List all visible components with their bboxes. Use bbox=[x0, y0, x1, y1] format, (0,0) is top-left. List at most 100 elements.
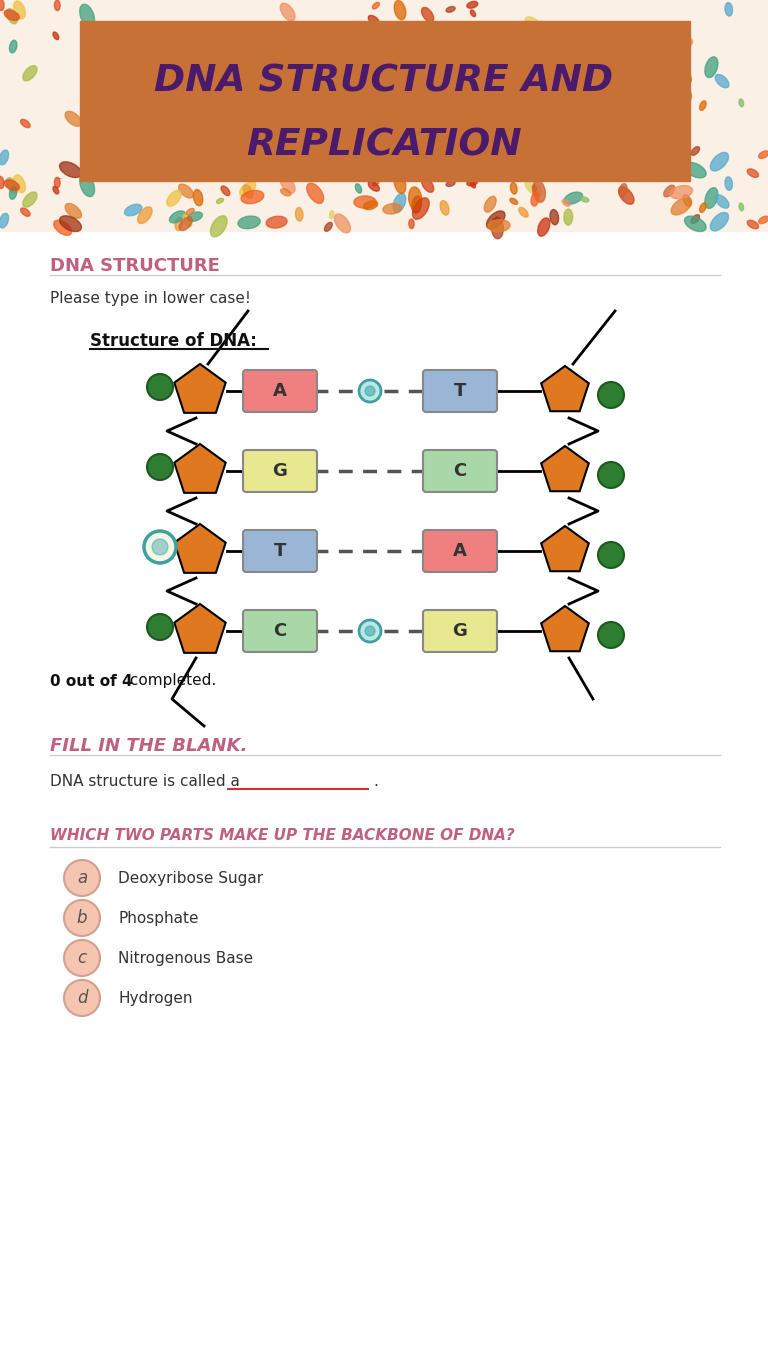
Ellipse shape bbox=[533, 180, 545, 202]
Ellipse shape bbox=[9, 187, 17, 199]
Polygon shape bbox=[541, 447, 589, 492]
Bar bbox=[80, 20, 690, 182]
Ellipse shape bbox=[324, 178, 333, 187]
Ellipse shape bbox=[467, 179, 478, 186]
Ellipse shape bbox=[280, 3, 295, 20]
Ellipse shape bbox=[531, 64, 539, 78]
Ellipse shape bbox=[53, 186, 59, 194]
Ellipse shape bbox=[486, 210, 505, 228]
Ellipse shape bbox=[4, 10, 19, 20]
Ellipse shape bbox=[488, 220, 510, 232]
Ellipse shape bbox=[210, 216, 227, 236]
Text: Nitrogenous Base: Nitrogenous Base bbox=[118, 951, 253, 966]
Bar bbox=[0, 0, 768, 190]
Ellipse shape bbox=[671, 198, 692, 214]
FancyBboxPatch shape bbox=[243, 530, 317, 572]
Ellipse shape bbox=[65, 111, 81, 126]
Ellipse shape bbox=[80, 173, 94, 197]
Ellipse shape bbox=[485, 83, 496, 100]
Polygon shape bbox=[174, 363, 226, 413]
Ellipse shape bbox=[306, 183, 323, 204]
Ellipse shape bbox=[167, 60, 181, 76]
FancyBboxPatch shape bbox=[423, 611, 497, 652]
Polygon shape bbox=[174, 444, 226, 493]
Bar bbox=[0, 179, 768, 231]
Ellipse shape bbox=[383, 105, 402, 116]
Ellipse shape bbox=[550, 209, 558, 225]
FancyBboxPatch shape bbox=[423, 530, 497, 572]
Ellipse shape bbox=[700, 204, 706, 213]
Ellipse shape bbox=[217, 75, 223, 81]
Ellipse shape bbox=[241, 56, 263, 70]
Ellipse shape bbox=[241, 190, 263, 204]
Ellipse shape bbox=[691, 146, 700, 156]
Ellipse shape bbox=[368, 182, 379, 191]
Text: G: G bbox=[273, 462, 287, 479]
Ellipse shape bbox=[759, 216, 768, 224]
Ellipse shape bbox=[710, 213, 729, 231]
Ellipse shape bbox=[60, 161, 81, 178]
Ellipse shape bbox=[280, 175, 295, 193]
Ellipse shape bbox=[705, 57, 718, 78]
Ellipse shape bbox=[485, 197, 496, 212]
Ellipse shape bbox=[356, 184, 362, 193]
Text: Please type in lower case!: Please type in lower case! bbox=[50, 291, 251, 306]
Text: Hydrogen: Hydrogen bbox=[118, 990, 193, 1005]
Ellipse shape bbox=[393, 193, 406, 213]
Ellipse shape bbox=[618, 48, 634, 66]
Ellipse shape bbox=[684, 216, 706, 231]
Text: b: b bbox=[77, 908, 88, 928]
FancyBboxPatch shape bbox=[423, 370, 497, 413]
Ellipse shape bbox=[0, 0, 4, 11]
Polygon shape bbox=[174, 604, 226, 653]
Text: A: A bbox=[453, 542, 467, 560]
Ellipse shape bbox=[238, 216, 260, 228]
Ellipse shape bbox=[6, 178, 18, 193]
Ellipse shape bbox=[564, 61, 582, 74]
Ellipse shape bbox=[525, 179, 542, 195]
Ellipse shape bbox=[240, 23, 256, 38]
Text: Phosphate: Phosphate bbox=[118, 911, 198, 926]
Polygon shape bbox=[174, 525, 226, 572]
Ellipse shape bbox=[564, 193, 582, 204]
Ellipse shape bbox=[422, 178, 434, 193]
Ellipse shape bbox=[710, 153, 729, 171]
Ellipse shape bbox=[550, 137, 558, 152]
Ellipse shape bbox=[363, 92, 378, 101]
Ellipse shape bbox=[562, 199, 570, 206]
Circle shape bbox=[152, 540, 168, 555]
Ellipse shape bbox=[683, 194, 691, 206]
Ellipse shape bbox=[4, 180, 19, 190]
Circle shape bbox=[147, 374, 173, 400]
Ellipse shape bbox=[412, 198, 429, 220]
Ellipse shape bbox=[194, 190, 203, 206]
Ellipse shape bbox=[409, 187, 422, 210]
Ellipse shape bbox=[243, 34, 253, 48]
Ellipse shape bbox=[354, 195, 376, 208]
Ellipse shape bbox=[0, 213, 8, 228]
Ellipse shape bbox=[440, 100, 449, 113]
Circle shape bbox=[598, 542, 624, 568]
Ellipse shape bbox=[470, 182, 475, 189]
Ellipse shape bbox=[705, 187, 718, 209]
Ellipse shape bbox=[531, 193, 539, 206]
Circle shape bbox=[598, 382, 624, 408]
Ellipse shape bbox=[175, 217, 183, 231]
Ellipse shape bbox=[60, 216, 81, 232]
Ellipse shape bbox=[0, 176, 4, 189]
Text: A: A bbox=[273, 382, 287, 400]
Ellipse shape bbox=[23, 193, 37, 208]
Ellipse shape bbox=[564, 135, 573, 152]
Ellipse shape bbox=[280, 189, 291, 195]
Ellipse shape bbox=[532, 184, 536, 193]
Ellipse shape bbox=[446, 180, 455, 187]
Ellipse shape bbox=[525, 16, 542, 33]
Ellipse shape bbox=[747, 220, 759, 228]
Text: completed.: completed. bbox=[125, 673, 217, 688]
Ellipse shape bbox=[280, 41, 291, 48]
Ellipse shape bbox=[725, 3, 733, 16]
Ellipse shape bbox=[725, 176, 733, 190]
Ellipse shape bbox=[137, 127, 152, 143]
Ellipse shape bbox=[187, 137, 203, 146]
FancyBboxPatch shape bbox=[243, 370, 317, 413]
